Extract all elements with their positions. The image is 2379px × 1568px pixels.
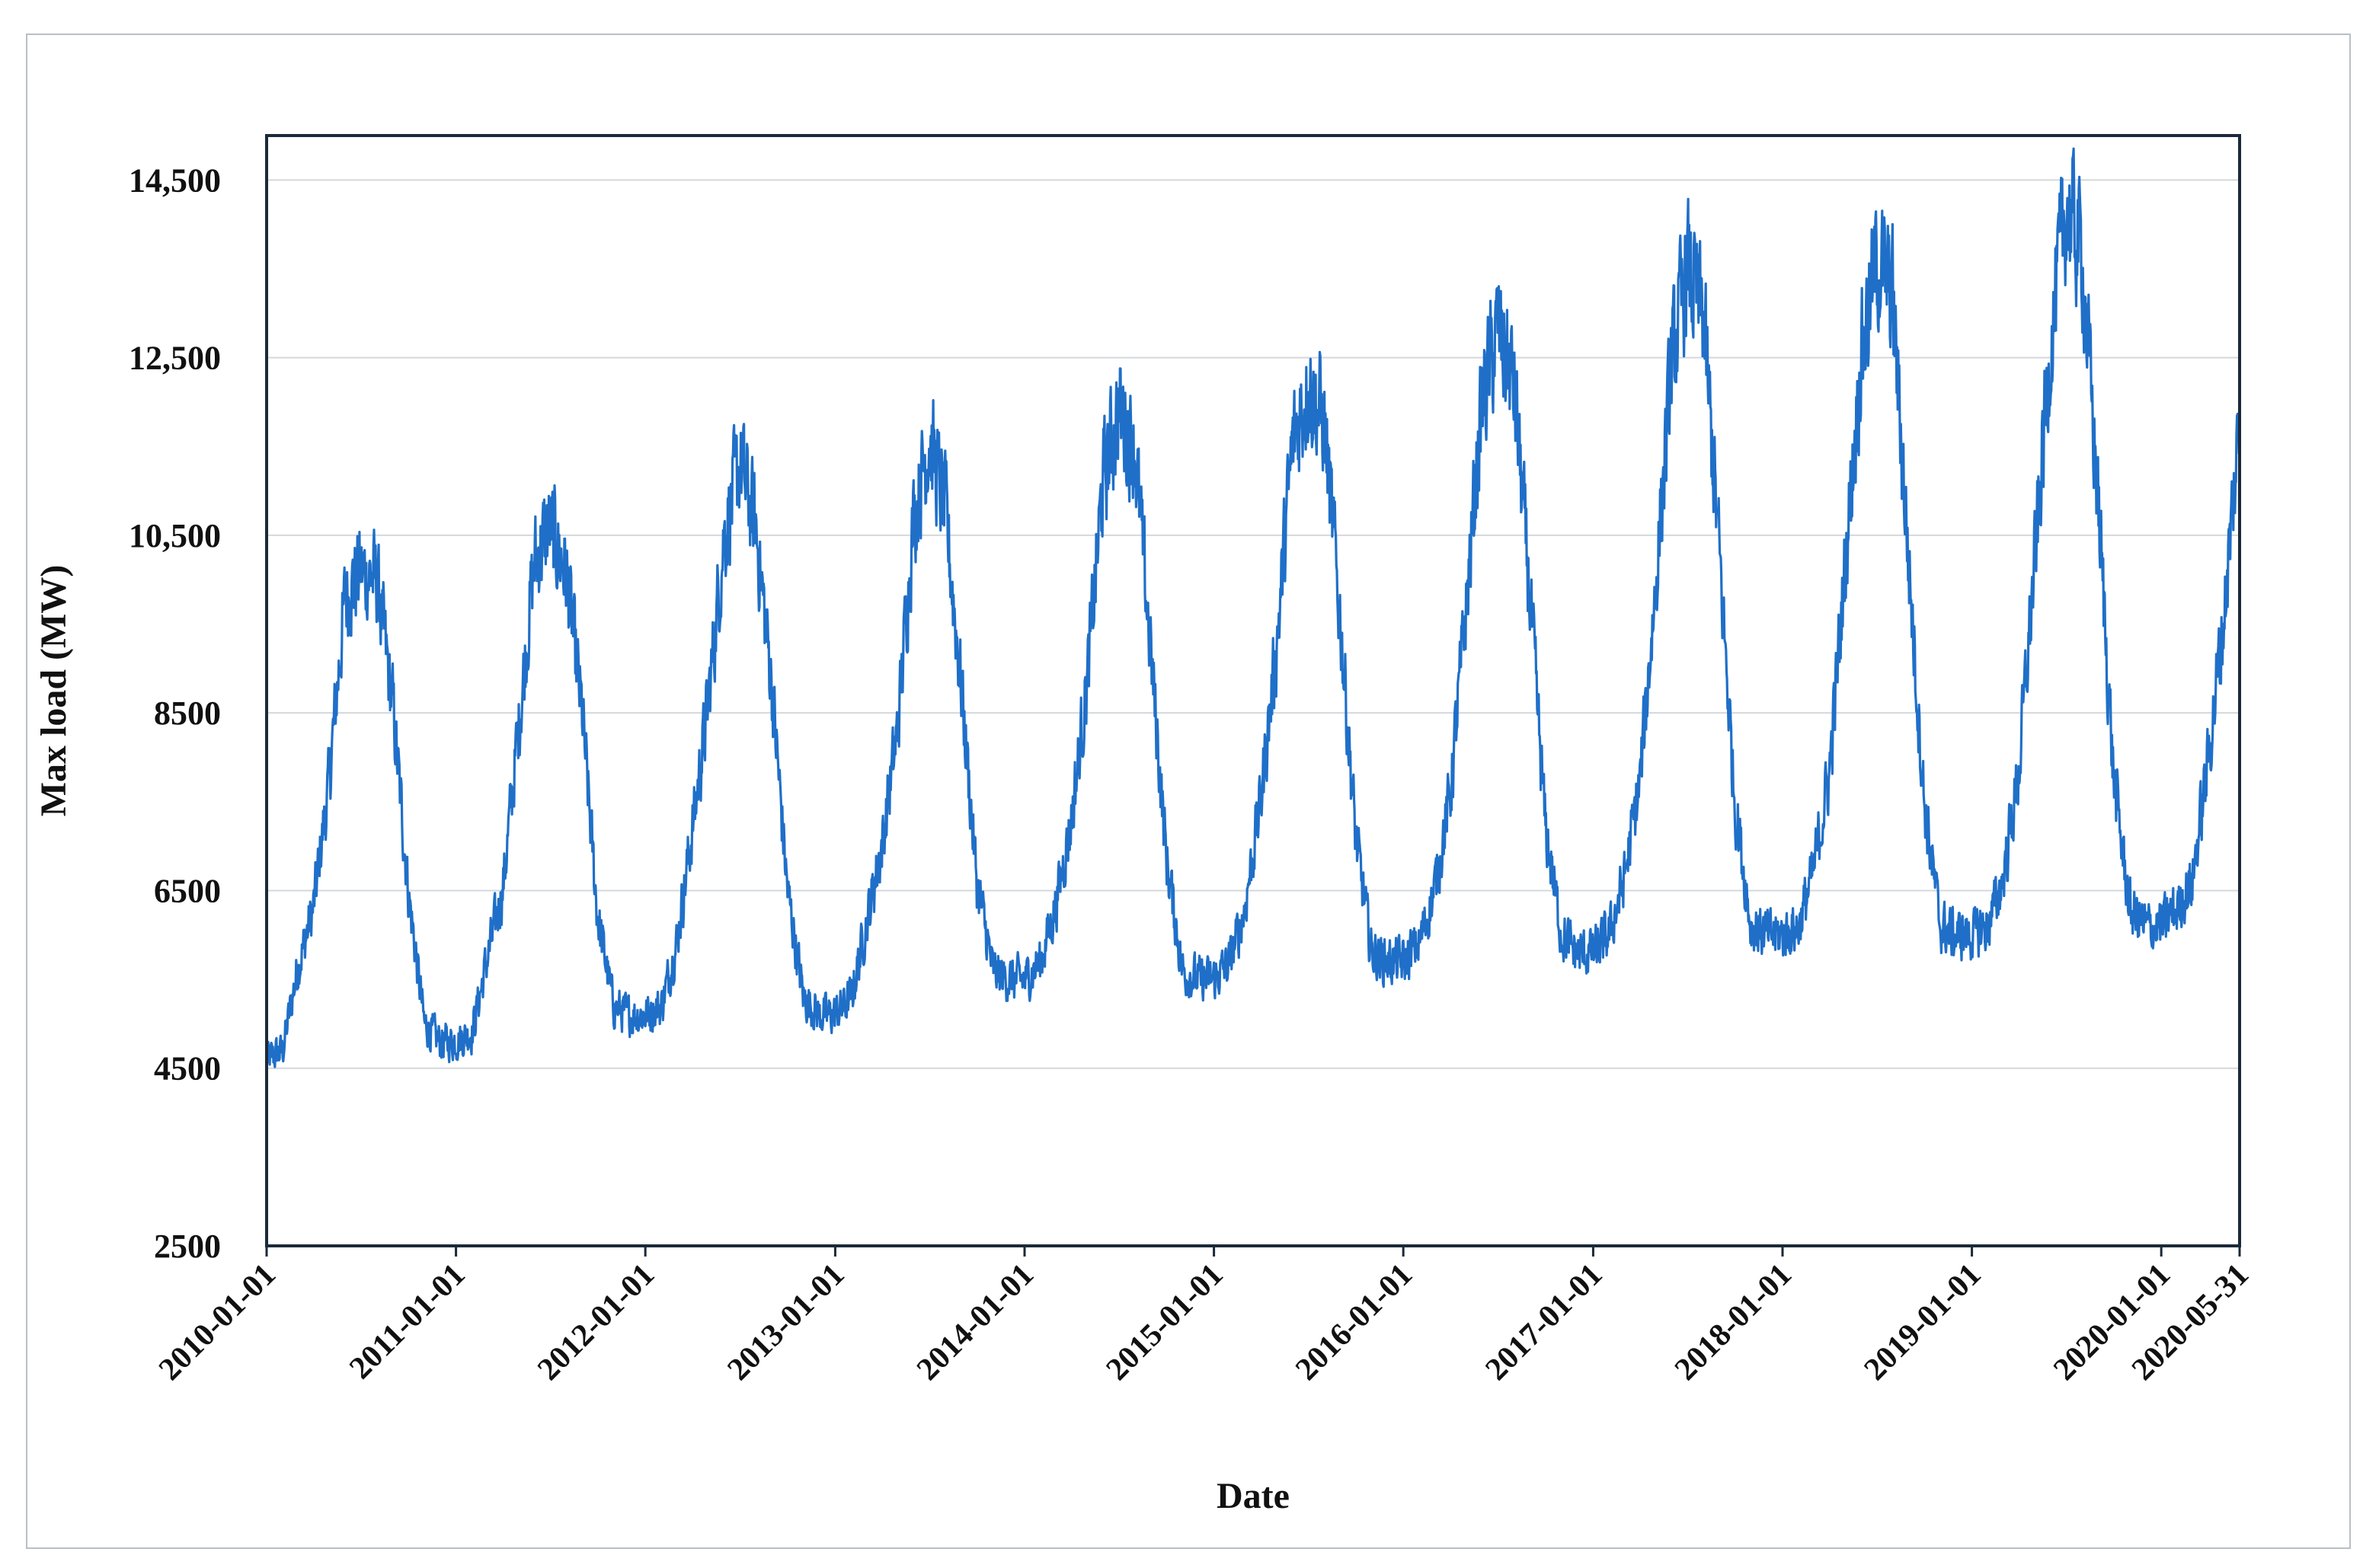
x-tick-label: 2014-01-01 bbox=[910, 1257, 1041, 1388]
series-line-max-load bbox=[265, 147, 2241, 1068]
y-axis-label: Max load (MW) bbox=[34, 565, 74, 817]
chart-frame bbox=[26, 34, 2351, 1549]
y-tick-label: 8500 bbox=[154, 695, 221, 732]
y-tick-label: 12,500 bbox=[129, 340, 221, 377]
y-tick-label: 2500 bbox=[154, 1228, 221, 1265]
x-tick-label: 2010-01-01 bbox=[152, 1257, 283, 1388]
x-axis-label: Date bbox=[1217, 1476, 1290, 1516]
x-axis-ticks: 2010-01-01 2011-01-01 2012-01-01 2013-01-01… bbox=[152, 1246, 2256, 1388]
x-tick-label: 2017-01-01 bbox=[1479, 1257, 1609, 1388]
x-tick-label: 2015-01-01 bbox=[1100, 1257, 1230, 1388]
plot-area-border bbox=[265, 134, 2241, 1247]
y-axis-ticks: 2500 4500 6500 8500 10,500 12,500 14,500 bbox=[129, 161, 221, 1265]
x-tick-label: 2016-01-01 bbox=[1289, 1257, 1419, 1388]
y-tick-label: 14,500 bbox=[129, 161, 221, 199]
y-tick-label: 10,500 bbox=[129, 517, 221, 554]
x-tick-label: 2012-01-01 bbox=[531, 1257, 661, 1388]
y-tick-label: 6500 bbox=[154, 872, 221, 909]
x-tick-label: 2018-01-01 bbox=[1668, 1257, 1799, 1388]
series-layer bbox=[265, 147, 2241, 1068]
x-tick-label: 2011-01-01 bbox=[343, 1257, 472, 1386]
y-tick-label: 4500 bbox=[154, 1050, 221, 1087]
x-tick-label: 2019-01-01 bbox=[1858, 1257, 1988, 1388]
x-tick-label: 2013-01-01 bbox=[721, 1257, 851, 1388]
